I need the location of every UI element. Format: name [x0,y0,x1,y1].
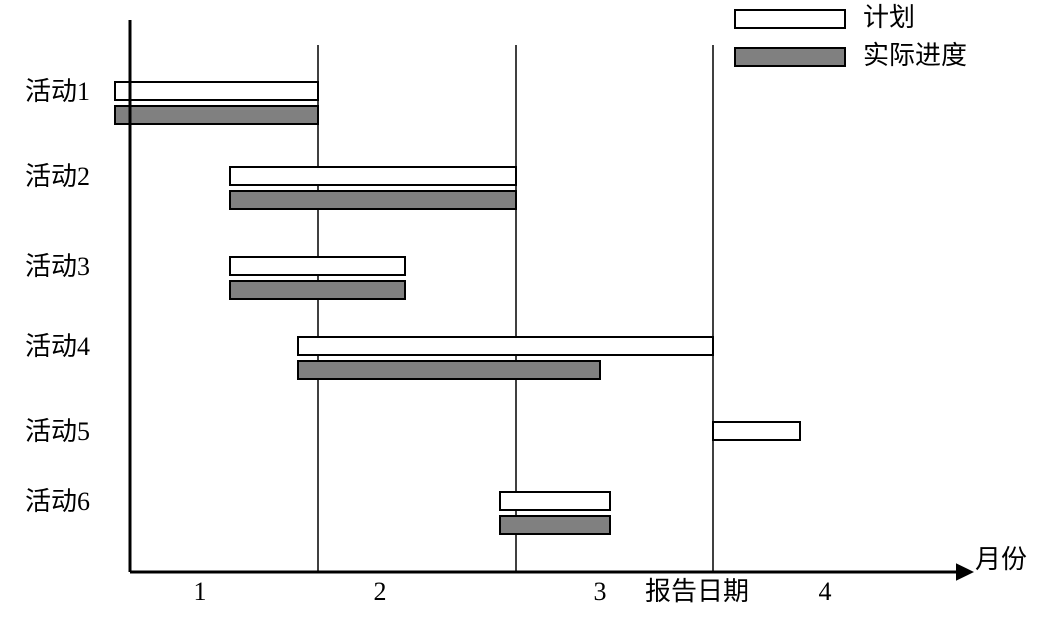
actual-bar [298,361,600,379]
legend-label: 计划 [863,3,915,32]
plan-bar [115,82,318,100]
plan-bar [298,337,713,355]
x-tick-label: 1 [194,577,207,606]
activity-label: 活动5 [25,417,90,446]
x-tick-label: 2 [374,577,387,606]
gantt-chart: 活动1 活动2 活动3 活动4 活动5 活动6 月份 1 2 3 4 报告日期 计划实际进度 [0,0,1063,634]
legend-swatch [735,48,845,66]
x-axis-label: 月份 [975,545,1027,574]
activity-label: 活动6 [25,487,90,516]
legend-label: 实际进度 [863,41,967,70]
report-date-label: 报告日期 [645,577,749,606]
actual-bar [230,281,405,299]
plan-bar [230,257,405,275]
legend-swatch [735,10,845,28]
activity-label: 活动1 [25,77,90,106]
activity-label: 活动2 [25,162,90,191]
x-tick-label: 3 [594,577,607,606]
actual-bar [500,516,610,534]
x-tick-label: 4 [819,577,832,606]
activity-label: 活动3 [25,252,90,281]
plan-bar [230,167,516,185]
plan-bar [500,492,610,510]
plan-bar [713,422,800,440]
actual-bar [230,191,516,209]
actual-bar [115,106,318,124]
activity-label: 活动4 [25,332,90,361]
